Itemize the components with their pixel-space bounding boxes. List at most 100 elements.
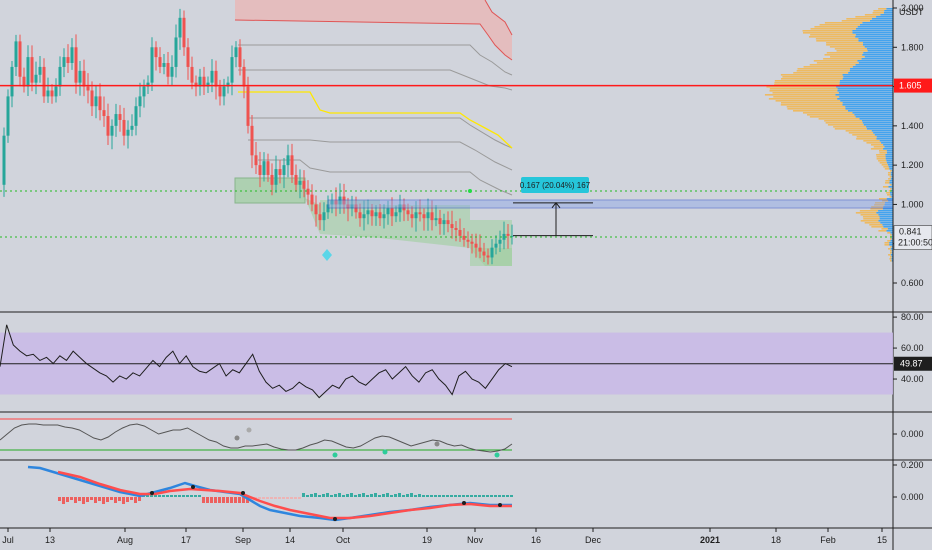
price-tick-label: 0.600: [901, 278, 924, 288]
volume-profile-bar: [863, 52, 893, 54]
candle-body: [142, 86, 146, 97]
macd-histogram-bar: [234, 497, 237, 503]
macd-histogram-bar: [430, 495, 433, 497]
price-axis[interactable]: USDT 2.0001.8001.6001.4001.2001.0000.800…: [893, 3, 932, 502]
volume-profile-bar: [879, 216, 893, 218]
candle-body: [290, 155, 294, 175]
volume-profile-bar: [870, 144, 884, 146]
candle-body: [78, 70, 82, 83]
volume-profile-bar: [834, 48, 867, 50]
volume-profile-bar: [818, 118, 860, 120]
macd-histogram-bar: [346, 494, 349, 497]
zone-box: [320, 200, 380, 234]
volume-profile-bar: [856, 138, 877, 140]
volume-profile-bar: [842, 78, 893, 80]
macd-histogram-bar: [506, 495, 509, 497]
price-pane[interactable]: 0.167 (20.04%) 167: [0, 0, 894, 266]
volume-profile-bar: [891, 234, 893, 236]
volume-profile-bar: [870, 148, 884, 150]
time-axis[interactable]: Jul 13 Aug 17 Sep 14 Oct 19 Nov 16 Dec 2021 18 Feb 15: [2, 528, 887, 545]
volume-profile-bar: [860, 220, 879, 222]
macd-histogram-bar: [138, 497, 141, 501]
candle-body: [110, 125, 114, 136]
candle-body: [282, 165, 286, 175]
volume-profile-bar: [887, 174, 891, 176]
volume-profile-bar: [888, 254, 891, 256]
volume-profile-bar: [871, 226, 884, 228]
candle-body: [178, 17, 182, 38]
volume-profile-bar: [802, 112, 853, 114]
candle-body: [194, 82, 198, 87]
volume-profile-bar: [780, 102, 843, 104]
volume-profile-bar: [887, 240, 891, 242]
price-tick-label: 1.000: [901, 199, 924, 209]
volume-profile-bar: [837, 88, 893, 90]
oscillator-pane[interactable]: [0, 418, 513, 458]
candle-body: [298, 180, 302, 185]
volume-profile-bar: [870, 208, 883, 210]
volume-profile-bar: [774, 82, 840, 84]
macd-histogram-bar: [458, 495, 461, 497]
candle-body: [470, 241, 474, 244]
macd-histogram-bar: [178, 495, 181, 497]
volume-profile-bar: [891, 238, 893, 240]
time-tick-label: 14: [285, 535, 295, 545]
macd-histogram-bar: [354, 495, 357, 497]
macd-histogram-bar: [378, 495, 381, 497]
macd-tick-label: 0.200: [901, 460, 924, 470]
candle-body: [198, 76, 202, 87]
macd-histogram-bar: [74, 497, 77, 503]
rsi-pane[interactable]: [0, 324, 893, 399]
rsi-tick-label: 60.00: [901, 343, 924, 353]
candle-body: [494, 243, 498, 248]
time-tick-label: Jul: [2, 535, 14, 545]
volume-profile-bar: [863, 124, 893, 126]
macd-histogram-bar: [426, 495, 429, 497]
volume-profile-bar: [890, 238, 892, 240]
volume-profile-bar: [837, 98, 893, 100]
candle-body: [74, 47, 78, 83]
price-range-measure[interactable]: 0.167 (20.04%) 167: [468, 177, 593, 237]
volume-profile-bar: [884, 146, 893, 148]
volume-profile-bar: [890, 174, 893, 176]
candle-body: [94, 96, 98, 107]
volume-profile-bar: [855, 64, 893, 66]
volume-profile-bar: [825, 122, 863, 124]
macd-pane[interactable]: [27, 465, 513, 522]
candle-body: [22, 76, 26, 87]
volume-profile-bar: [882, 224, 893, 226]
measure-label-bg: [521, 177, 589, 193]
volume-profile-bar: [881, 164, 888, 166]
hline-price-label: 1.605: [899, 81, 922, 91]
rsi-line: [0, 324, 513, 399]
volume-profile-bar: [838, 92, 893, 94]
keltner-line: [238, 44, 513, 76]
macd-histogram-bar: [146, 495, 149, 497]
volume-profile-bar: [889, 182, 893, 184]
oscillator-dot: [434, 441, 440, 447]
bar-countdown: 21:00:50: [898, 238, 932, 248]
volume-profile-bar: [876, 158, 886, 160]
macd-histogram-bar: [286, 497, 289, 499]
volume-profile-bar: [890, 232, 893, 234]
candle-body: [390, 208, 394, 217]
volume-profile-bar: [878, 214, 893, 216]
candle-body: [454, 228, 458, 230]
macd-histogram-bar: [422, 495, 425, 497]
candle-body: [166, 63, 170, 77]
chart-background: [0, 0, 893, 550]
macd-histogram-bar: [298, 497, 301, 499]
volume-profile-bar: [887, 228, 893, 230]
volume-profile-bar: [787, 108, 846, 110]
candle-body: [162, 63, 166, 67]
candle-body: [234, 47, 238, 58]
volume-profile-bar: [888, 248, 891, 250]
volume-profile-bar: [849, 70, 893, 72]
price-tick-label: 2.000: [901, 3, 924, 13]
volume-profile-bar: [842, 104, 893, 106]
volume-profile-bar: [879, 150, 887, 152]
volume-profile-bar: [879, 152, 887, 154]
candle-body: [386, 208, 390, 215]
price-tick-label: 1.200: [901, 160, 924, 170]
